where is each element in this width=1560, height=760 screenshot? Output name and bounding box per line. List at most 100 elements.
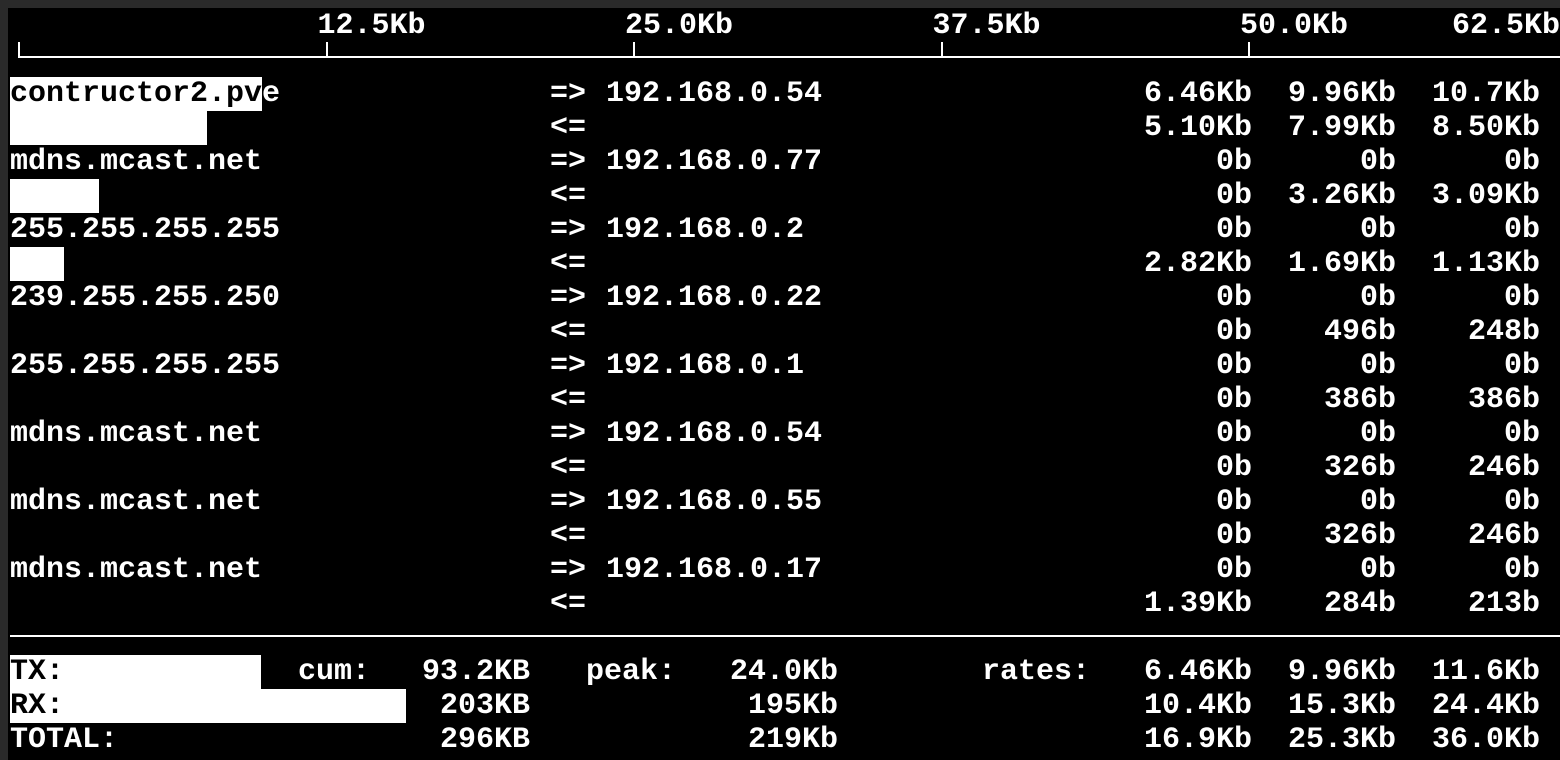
source-host: mdns.mcast.net	[10, 485, 263, 519]
scale-tick	[1248, 42, 1250, 58]
dest-host: 192.168.0.54	[606, 77, 823, 111]
inbound-arrow: <=	[550, 111, 587, 145]
tx-rate-10s: 0b	[1359, 145, 1396, 179]
totals-label: TX:	[10, 655, 65, 689]
rx-bar	[10, 247, 65, 281]
dest-host: 192.168.0.2	[606, 213, 805, 247]
tx-rate-2s: 0b	[1215, 281, 1252, 315]
rx-rate-40s: 246b	[1467, 451, 1540, 485]
tx-rate-40s: 0b	[1503, 553, 1540, 587]
rx-rate-10s: 496b	[1323, 315, 1396, 349]
rx-rate-2s: 0b	[1215, 519, 1252, 553]
total-bar	[10, 655, 261, 689]
total-rate-2s: 10.4Kb	[1143, 689, 1252, 723]
rx-rate-2s: 0b	[1215, 315, 1252, 349]
tx-rate-10s: 0b	[1359, 417, 1396, 451]
dest-host: 192.168.0.77	[606, 145, 823, 179]
dest-host: 192.168.0.55	[606, 485, 823, 519]
source-host: mdns.mcast.net	[10, 417, 263, 451]
total-bar	[10, 689, 407, 723]
inbound-arrow: <=	[550, 179, 587, 213]
totals-separator	[10, 635, 1560, 637]
cum-value: 203KB	[439, 689, 530, 723]
scale-tick-label: 37.5Kb	[932, 9, 1041, 43]
peak-value: 219Kb	[747, 723, 838, 757]
outbound-arrow: =>	[550, 77, 587, 111]
scale-tick	[325, 42, 328, 58]
peak-value: 24.0Kb	[729, 655, 838, 689]
tx-rate-2s: 0b	[1215, 417, 1252, 451]
source-host: 239.255.255.250	[10, 281, 281, 315]
dest-host: 192.168.0.1	[606, 349, 805, 383]
rx-rate-40s: 248b	[1467, 315, 1540, 349]
peak-label: peak:	[586, 655, 677, 689]
iftop-terminal: 12.5Kb 25.0Kb 37.5Kb 50.0Kb 62.5Kb contructo…	[8, 8, 1560, 760]
scale-tick-label: 50.0Kb	[1240, 9, 1349, 43]
outbound-arrow: =>	[550, 213, 587, 247]
tx-rate-2s: 0b	[1215, 213, 1252, 247]
peak-value: 195Kb	[747, 689, 838, 723]
tx-rate-40s: 0b	[1503, 485, 1540, 519]
inbound-arrow: <=	[550, 451, 587, 485]
rx-rate-10s: 386b	[1323, 383, 1396, 417]
rx-rate-2s: 0b	[1215, 383, 1252, 417]
rx-rate-40s: 213b	[1467, 587, 1540, 621]
dest-host: 192.168.0.54	[606, 417, 823, 451]
scale-tick-label: 62.5Kb	[1451, 9, 1560, 43]
scale-tick-label: 25.0Kb	[625, 9, 734, 43]
inbound-arrow: <=	[550, 519, 587, 553]
traffic-bar-highlight: contructor2.pv	[10, 77, 263, 111]
rx-rate-10s: 1.69Kb	[1287, 247, 1396, 281]
totals-label: TOTAL:	[10, 723, 119, 757]
tx-rate-2s: 0b	[1215, 485, 1252, 519]
tx-rate-10s: 0b	[1359, 485, 1396, 519]
rx-bar	[10, 179, 99, 213]
totals-label: RX:	[10, 689, 65, 723]
rx-bar	[10, 111, 207, 145]
cum-value: 93.2KB	[421, 655, 530, 689]
total-rate-40s: 11.6Kb	[1431, 655, 1540, 689]
scale-tick	[633, 42, 635, 58]
dest-host: 192.168.0.17	[606, 553, 823, 587]
tx-rate-40s: 0b	[1503, 145, 1540, 179]
cum-label: cum:	[298, 655, 371, 689]
outbound-arrow: =>	[550, 145, 587, 179]
tx-rate-2s: 6.46Kb	[1143, 77, 1252, 111]
cum-value: 296KB	[439, 723, 530, 757]
rx-rate-2s: 1.39Kb	[1143, 587, 1252, 621]
source-host: 255.255.255.255	[10, 213, 281, 247]
outbound-arrow: =>	[550, 417, 587, 451]
tx-rate-40s: 0b	[1503, 349, 1540, 383]
rx-rate-2s: 5.10Kb	[1143, 111, 1252, 145]
total-rate-10s: 25.3Kb	[1287, 723, 1396, 757]
total-rate-40s: 24.4Kb	[1431, 689, 1540, 723]
scale-tick	[18, 42, 20, 58]
total-rate-2s: 16.9Kb	[1143, 723, 1252, 757]
tx-rate-10s: 9.96Kb	[1287, 77, 1396, 111]
rx-rate-2s: 0b	[1215, 451, 1252, 485]
scale-axis-line	[18, 56, 1560, 58]
source-host: 255.255.255.255	[10, 349, 281, 383]
tx-rate-40s: 0b	[1503, 417, 1540, 451]
tx-rate-10s: 0b	[1359, 553, 1396, 587]
rx-rate-10s: 326b	[1323, 451, 1396, 485]
tx-rate-2s: 0b	[1215, 553, 1252, 587]
outbound-arrow: =>	[550, 281, 587, 315]
tx-rate-10s: 0b	[1359, 213, 1396, 247]
total-rate-2s: 6.46Kb	[1143, 655, 1252, 689]
inbound-arrow: <=	[550, 247, 587, 281]
outbound-arrow: =>	[550, 485, 587, 519]
rx-rate-40s: 3.09Kb	[1431, 179, 1540, 213]
host-text-rest: e	[262, 77, 281, 111]
rx-rate-2s: 2.82Kb	[1143, 247, 1252, 281]
rates-label: rates:	[982, 655, 1091, 689]
outbound-arrow: =>	[550, 553, 587, 587]
inbound-arrow: <=	[550, 315, 587, 349]
rx-rate-40s: 246b	[1467, 519, 1540, 553]
source-host: mdns.mcast.net	[10, 145, 263, 179]
scale-tick	[940, 42, 943, 58]
tx-rate-10s: 0b	[1359, 349, 1396, 383]
dest-host: 192.168.0.22	[606, 281, 823, 315]
tx-rate-2s: 0b	[1215, 349, 1252, 383]
rx-rate-40s: 386b	[1467, 383, 1540, 417]
